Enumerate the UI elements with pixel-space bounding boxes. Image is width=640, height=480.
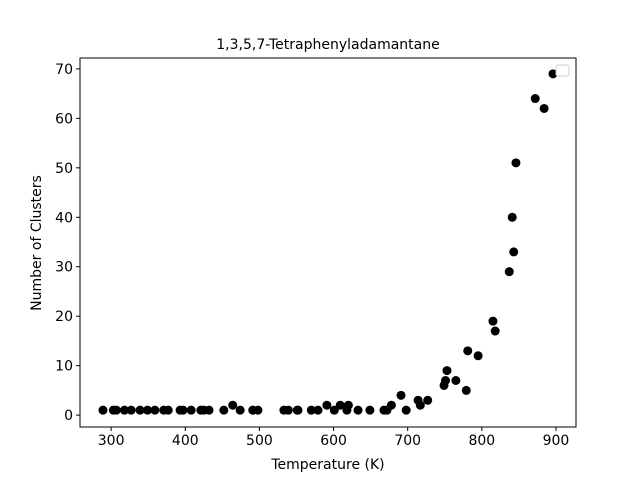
point bbox=[293, 405, 303, 415]
point bbox=[463, 346, 473, 356]
point bbox=[186, 405, 196, 415]
y-tick-label: 40 bbox=[55, 210, 73, 226]
point bbox=[473, 351, 483, 361]
point bbox=[335, 400, 345, 410]
point bbox=[111, 405, 121, 415]
x-tick-label: 700 bbox=[394, 433, 421, 449]
point bbox=[539, 103, 549, 113]
y-axis-label: Number of Clusters bbox=[29, 175, 45, 311]
point bbox=[178, 405, 188, 415]
point bbox=[365, 405, 375, 415]
point bbox=[490, 326, 500, 336]
y-tick-label: 50 bbox=[55, 161, 73, 177]
point bbox=[163, 405, 173, 415]
y-tick-label: 30 bbox=[55, 260, 73, 276]
point bbox=[401, 405, 411, 415]
x-tick-label: 500 bbox=[246, 433, 273, 449]
point bbox=[142, 405, 152, 415]
point bbox=[126, 405, 136, 415]
point bbox=[343, 400, 353, 410]
point bbox=[386, 400, 396, 410]
point bbox=[98, 405, 108, 415]
plot-frame bbox=[79, 57, 577, 428]
point bbox=[441, 376, 451, 386]
point bbox=[507, 212, 517, 222]
point bbox=[530, 94, 540, 104]
x-tick-label: 400 bbox=[172, 433, 199, 449]
y-tick-label: 0 bbox=[64, 408, 73, 424]
y-tick-label: 60 bbox=[55, 111, 73, 127]
point bbox=[135, 405, 145, 415]
y-tick-label: 70 bbox=[55, 62, 73, 78]
point bbox=[204, 405, 214, 415]
chart-title: 1,3,5,7-Tetraphenyladamantane bbox=[216, 37, 439, 53]
point bbox=[219, 405, 229, 415]
point bbox=[442, 366, 452, 376]
point bbox=[461, 385, 471, 395]
point bbox=[283, 405, 293, 415]
x-tick-label: 300 bbox=[98, 433, 125, 449]
point bbox=[306, 405, 316, 415]
point bbox=[504, 267, 514, 277]
x-axis-label: Temperature (K) bbox=[270, 457, 384, 473]
x-tick-label: 800 bbox=[468, 433, 495, 449]
point bbox=[150, 405, 160, 415]
x-tick-label: 900 bbox=[543, 433, 570, 449]
point bbox=[423, 395, 433, 405]
point bbox=[253, 405, 263, 415]
point bbox=[235, 405, 245, 415]
point bbox=[228, 400, 238, 410]
point bbox=[451, 376, 461, 386]
y-tick-label: 20 bbox=[55, 309, 73, 325]
point bbox=[509, 247, 519, 257]
point bbox=[353, 405, 363, 415]
point bbox=[313, 405, 323, 415]
x-tick-label: 600 bbox=[320, 433, 347, 449]
point bbox=[548, 69, 558, 79]
point bbox=[415, 400, 425, 410]
point bbox=[488, 316, 498, 326]
point bbox=[322, 400, 332, 410]
y-tick-label: 10 bbox=[55, 359, 73, 375]
point bbox=[511, 158, 521, 168]
point bbox=[119, 405, 129, 415]
point bbox=[396, 390, 406, 400]
legend bbox=[555, 64, 570, 77]
point bbox=[329, 405, 339, 415]
